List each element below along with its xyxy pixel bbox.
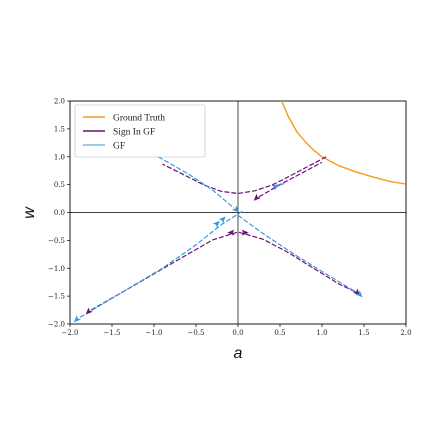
arrowhead-shape: [232, 205, 240, 213]
y-tick-label: 2.0: [54, 98, 65, 106]
arrowhead-shape: [241, 229, 249, 236]
legend-box: [74, 104, 206, 158]
arrowhead-shape: [85, 307, 93, 315]
arrowhead-shape: [271, 184, 280, 191]
series-line-sign-in-gf: [162, 156, 327, 195]
arrowhead-marker: [212, 220, 220, 228]
x-tick-label: 1.0: [316, 329, 327, 337]
arrowhead-shape: [73, 315, 81, 323]
series-line-ground-truth: [281, 101, 406, 185]
y-tick-label: −2.0: [48, 321, 65, 329]
series-line-sign-in-gf: [258, 161, 323, 198]
y-tick-label: 1.0: [54, 153, 65, 161]
y-tick-label: 0.0: [54, 209, 65, 217]
x-tick-label: 2.0: [400, 329, 411, 337]
x-tick-label: −1.5: [104, 329, 121, 337]
legend-label: Sign In GF: [113, 128, 155, 138]
x-tick-label: −1.0: [146, 329, 163, 337]
x-tick-label: −0.5: [188, 329, 205, 337]
marker-layer: [73, 184, 363, 323]
y-tick-label: 0.5: [54, 181, 65, 189]
arrowhead-shape: [212, 220, 220, 228]
arrowhead-marker: [271, 184, 280, 191]
y-tick-label: −1.0: [48, 265, 65, 273]
series-line-gf: [237, 214, 361, 296]
series-layer: [79, 101, 406, 318]
x-axis-label: a: [234, 345, 243, 362]
y-tick-label: −0.5: [48, 237, 65, 245]
y-tick-label: 1.5: [54, 125, 65, 133]
arrowhead-marker: [253, 193, 261, 201]
arrowhead-marker: [241, 229, 249, 236]
arrowhead-marker: [73, 315, 81, 323]
arrowhead-shape: [218, 216, 226, 224]
legend-label: GF: [113, 142, 125, 152]
y-tick-label: −1.5: [48, 293, 65, 301]
arrowhead-shape: [253, 193, 261, 201]
series-line-gf: [157, 156, 235, 209]
x-tick-label: −2.0: [62, 329, 79, 337]
x-tick-label: 0.0: [232, 329, 243, 337]
x-tick-label: 1.5: [358, 329, 369, 337]
arrowhead-marker: [85, 307, 93, 315]
arrowhead-marker: [232, 205, 240, 213]
ticks-layer: −2.0 −1.5 −1.0 −0.5 0.0 0.5 1.0 1.5 2.0 −2.0 −1.5 −…: [48, 98, 412, 338]
arrowhead-shape: [227, 229, 235, 236]
y-axis-label: w: [21, 206, 38, 219]
x-tick-label: 0.5: [274, 329, 285, 337]
arrowhead-shape: [355, 290, 363, 298]
legend-label: Ground Truth: [113, 114, 165, 124]
arrowhead-marker: [227, 229, 235, 236]
legend: Ground Truth Sign In GF GF: [74, 104, 206, 158]
arrowhead-marker: [218, 216, 226, 224]
arrowhead-marker: [355, 290, 363, 298]
series-line-gf: [79, 210, 243, 318]
